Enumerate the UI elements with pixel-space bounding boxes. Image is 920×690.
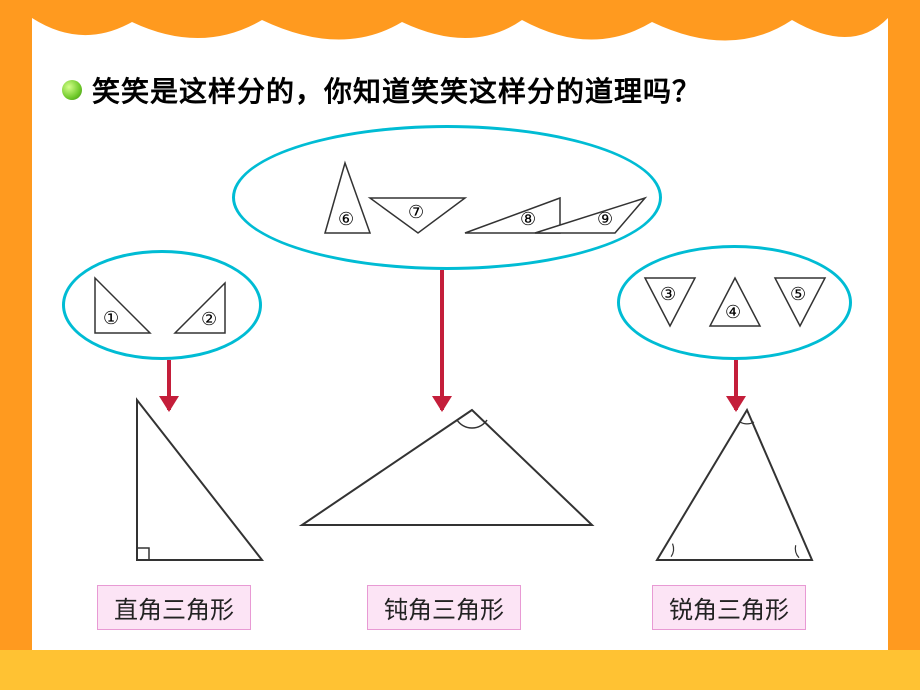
label-acute: 锐角三角形 [652, 585, 806, 630]
group-oval-acute: ③ ④ ⑤ [617, 245, 852, 360]
tri-number: ⑥ [338, 209, 354, 229]
big-triangle-obtuse [302, 410, 602, 540]
title-row: 笑笑是这样分的，你知道笑笑这样分的道理吗？ [62, 70, 888, 110]
label-obtuse: 钝角三角形 [367, 585, 521, 630]
border-bottom [0, 650, 920, 690]
content-area: 笑笑是这样分的，你知道笑笑这样分的道理吗？ ⑥ ⑦ ⑧ [32, 60, 888, 650]
scallop-decor [32, 0, 888, 60]
group-oval-right-angle: ① ② [62, 250, 262, 360]
title-text: 笑笑是这样分的，你知道笑笑这样分的道理吗？ [92, 70, 701, 110]
group-oval-obtuse: ⑥ ⑦ ⑧ ⑨ [232, 125, 662, 270]
arrow-right [734, 360, 738, 410]
border-right [888, 0, 920, 690]
border-left [0, 0, 32, 690]
tri-number: ⑤ [790, 284, 806, 304]
small-triangle [175, 283, 225, 333]
big-triangle-acute [652, 410, 822, 570]
bullet-icon [62, 80, 82, 100]
tri-number: ④ [725, 302, 741, 322]
small-triangle [465, 198, 560, 233]
tri-number: ⑨ [597, 209, 613, 229]
tri-number: ⑦ [408, 202, 424, 222]
diagram: ⑥ ⑦ ⑧ ⑨ [32, 110, 888, 630]
tri-number: ⑧ [520, 209, 536, 229]
big-triangle-right-angle [107, 400, 277, 570]
tri-number: ③ [660, 284, 676, 304]
arrow-mid [440, 270, 444, 410]
tri-number: ① [103, 308, 119, 328]
tri-number: ② [201, 309, 217, 329]
label-right-angle: 直角三角形 [97, 585, 251, 630]
